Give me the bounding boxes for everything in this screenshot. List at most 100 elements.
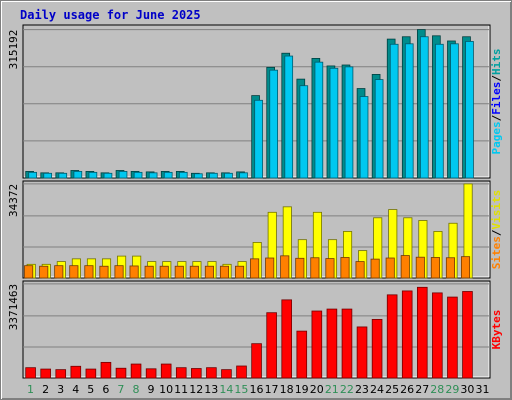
bar-pages-day-19 [299, 85, 309, 179]
x-tick-label: 11 [174, 383, 188, 396]
bar-sites-day-27 [415, 256, 425, 279]
legend-entry: / [490, 114, 503, 121]
x-tick-label: 6 [102, 383, 109, 396]
bar-sites-day-15 [235, 265, 245, 279]
bar-pages-day-14 [224, 172, 233, 179]
x-tick-label: 14 [219, 383, 233, 396]
x-tick-label: 29 [445, 383, 459, 396]
bar-pages-day-18 [284, 55, 294, 179]
bar-sites-day-21 [325, 258, 335, 279]
bar-kbytes-day-1 [25, 367, 36, 379]
bar-pages-day-25 [389, 43, 399, 179]
x-tick-label: 22 [340, 383, 354, 396]
bar-pages-day-10 [163, 171, 173, 179]
bar-sites-day-1 [24, 265, 34, 279]
bar-kbytes-day-11 [175, 367, 187, 379]
bar-pages-day-9 [148, 172, 158, 179]
x-tick-label: 20 [310, 383, 324, 396]
legend-entry: / [490, 75, 503, 82]
bar-sites-day-20 [310, 257, 320, 279]
x-tick-label: 24 [370, 383, 384, 396]
bar-pages-day-13 [209, 172, 218, 179]
bar-pages-day-1 [28, 171, 37, 179]
legend-entry: Visits [490, 190, 503, 230]
x-tick-label: 9 [148, 383, 155, 396]
bar-pages-day-8 [133, 171, 143, 179]
bar-sites-day-22 [340, 257, 350, 279]
bar-kbytes-day-4 [70, 365, 82, 379]
bar-kbytes-day-29 [447, 296, 458, 379]
bar-pages-day-2 [43, 172, 53, 179]
bar-sites-day-9 [144, 265, 154, 279]
bar-sites-day-10 [159, 265, 169, 279]
bar-sites-day-29 [445, 257, 455, 279]
bar-kbytes-day-7 [115, 367, 127, 379]
bar-kbytes-day-9 [145, 368, 157, 379]
x-tick-label: 30 [460, 383, 474, 396]
x-tick-label: 3 [57, 383, 64, 396]
bar-pages-day-6 [103, 172, 113, 179]
bar-sites-day-23 [355, 261, 365, 279]
bar-kbytes-day-23 [356, 326, 368, 379]
bar-sites-day-26 [400, 255, 410, 279]
legend-entry: KBytes [490, 310, 503, 350]
x-tick-label: 10 [159, 383, 173, 396]
bar-kbytes-day-6 [100, 361, 112, 379]
bar-pages-day-7 [118, 171, 128, 179]
bar-sites-day-25 [385, 257, 395, 279]
x-tick-label: 4 [72, 383, 79, 396]
bar-pages-day-29 [450, 43, 459, 179]
x-tick-label: 15 [234, 383, 248, 396]
bar-pages-day-24 [374, 79, 384, 179]
bar-pages-day-27 [420, 36, 429, 179]
bar-pages-day-12 [194, 173, 203, 179]
bar-kbytes-day-28 [432, 292, 443, 379]
bar-kbytes-day-14 [221, 369, 232, 379]
bar-kbytes-day-25 [386, 294, 398, 379]
x-tick-label: 13 [204, 383, 218, 396]
x-tick-label: 16 [250, 383, 264, 396]
panel-visits-sites: 34372 Sites/Visits [7, 180, 503, 279]
legend-entry: Hits [490, 49, 503, 76]
y-max-label: 3371463 [7, 284, 20, 330]
bar-kbytes-day-20 [311, 310, 323, 379]
bar-pages-day-16 [254, 99, 263, 179]
x-tick-label: 23 [355, 383, 369, 396]
bar-kbytes-day-18 [281, 299, 293, 379]
x-tick-label: 12 [189, 383, 203, 396]
bar-kbytes-day-15 [236, 365, 247, 379]
bar-kbytes-day-19 [296, 330, 308, 379]
x-tick-label: 5 [87, 383, 94, 396]
bar-sites-day-14 [219, 265, 230, 279]
bar-sites-day-12 [189, 265, 199, 279]
legend-entry: Files [490, 82, 503, 115]
bar-sites-day-7 [114, 265, 124, 279]
bar-kbytes-day-2 [40, 368, 51, 379]
bar-pages-day-17 [269, 69, 278, 179]
x-tick-label: 8 [132, 383, 139, 396]
bar-sites-day-8 [129, 265, 139, 279]
y-max-label: 315192 [7, 30, 20, 70]
bar-kbytes-day-12 [191, 368, 202, 379]
bar-sites-day-24 [370, 258, 380, 279]
bar-kbytes-day-10 [160, 363, 172, 379]
bar-kbytes-day-27 [416, 286, 428, 379]
bar-pages-day-28 [435, 43, 444, 179]
bar-pages-day-3 [58, 172, 68, 179]
bar-pages-day-26 [404, 43, 414, 179]
bar-kbytes-day-16 [251, 343, 262, 379]
legend: Pages/Files/Hits [490, 49, 503, 155]
x-tick-label: 28 [430, 383, 444, 396]
x-tick-label: 1 [27, 383, 34, 396]
bar-sites-day-30 [460, 256, 471, 279]
bar-pages-day-15 [239, 172, 248, 179]
bar-sites-day-18 [280, 255, 290, 279]
bar-kbytes-day-30 [462, 291, 473, 379]
x-tick-label: 31 [475, 383, 489, 396]
bar-kbytes-day-17 [266, 312, 277, 379]
legend-entry: Pages [490, 121, 503, 154]
bar-pages-day-20 [314, 61, 324, 179]
bar-pages-day-23 [359, 96, 369, 179]
bar-sites-day-16 [250, 258, 260, 279]
